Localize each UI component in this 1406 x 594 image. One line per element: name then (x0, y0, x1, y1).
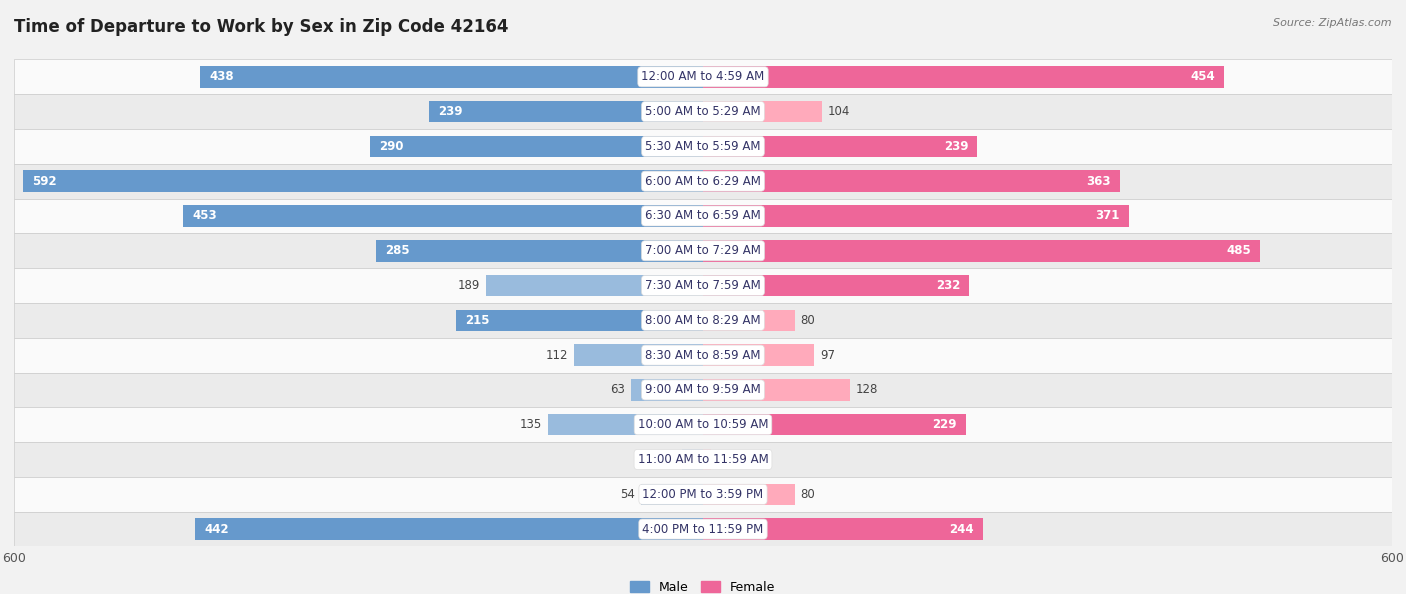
Bar (548, 414, 703, 435)
Bar (14, 129, 1392, 164)
Text: 239: 239 (437, 105, 463, 118)
Text: 5:00 AM to 5:29 AM: 5:00 AM to 5:29 AM (645, 105, 761, 118)
Text: 80: 80 (800, 314, 815, 327)
Bar (703, 170, 1119, 192)
Text: 12:00 PM to 3:59 PM: 12:00 PM to 3:59 PM (643, 488, 763, 501)
Text: 54: 54 (620, 488, 636, 501)
Bar (703, 448, 711, 470)
Bar (14, 268, 1392, 303)
Bar (14, 372, 1392, 407)
Bar (703, 205, 1129, 227)
Bar (703, 275, 969, 296)
Bar (14, 59, 1392, 94)
Text: 4:00 PM to 11:59 PM: 4:00 PM to 11:59 PM (643, 523, 763, 536)
Bar (183, 205, 703, 227)
Bar (703, 519, 983, 540)
Text: 8:30 AM to 8:59 AM: 8:30 AM to 8:59 AM (645, 349, 761, 362)
Text: 6:00 AM to 6:29 AM: 6:00 AM to 6:29 AM (645, 175, 761, 188)
Bar (703, 484, 794, 505)
Bar (14, 477, 1392, 511)
Bar (641, 484, 703, 505)
Text: 9:00 AM to 9:59 AM: 9:00 AM to 9:59 AM (645, 383, 761, 396)
Bar (14, 303, 1392, 338)
Text: 63: 63 (610, 383, 624, 396)
Bar (14, 511, 1392, 546)
Bar (375, 240, 703, 261)
Bar (703, 66, 1225, 87)
Text: 438: 438 (209, 70, 233, 83)
Text: Time of Departure to Work by Sex in Zip Code 42164: Time of Departure to Work by Sex in Zip … (14, 18, 509, 36)
Text: 18: 18 (662, 453, 676, 466)
Bar (14, 94, 1392, 129)
Text: 10:00 AM to 10:59 AM: 10:00 AM to 10:59 AM (638, 418, 768, 431)
Bar (703, 135, 977, 157)
Bar (14, 198, 1392, 233)
Bar (486, 275, 703, 296)
Text: 7:30 AM to 7:59 AM: 7:30 AM to 7:59 AM (645, 279, 761, 292)
Bar (370, 135, 703, 157)
Bar (14, 407, 1392, 442)
Bar (14, 442, 1392, 477)
Text: 454: 454 (1191, 70, 1215, 83)
Text: 128: 128 (856, 383, 879, 396)
Text: 5:30 AM to 5:59 AM: 5:30 AM to 5:59 AM (645, 140, 761, 153)
Text: 8:00 AM to 8:29 AM: 8:00 AM to 8:29 AM (645, 314, 761, 327)
Text: 592: 592 (32, 175, 58, 188)
Text: 135: 135 (520, 418, 543, 431)
Text: 285: 285 (385, 244, 409, 257)
Bar (14, 338, 1392, 372)
Bar (682, 448, 703, 470)
Text: 290: 290 (380, 140, 404, 153)
Legend: Male, Female: Male, Female (626, 576, 780, 594)
Text: 239: 239 (943, 140, 969, 153)
Bar (703, 101, 823, 122)
Bar (14, 233, 1392, 268)
Bar (195, 519, 703, 540)
Text: 97: 97 (820, 349, 835, 362)
Bar (703, 240, 1260, 261)
Bar (429, 101, 703, 122)
Text: 229: 229 (932, 418, 956, 431)
Text: 363: 363 (1085, 175, 1111, 188)
Text: 7: 7 (717, 453, 724, 466)
Text: 485: 485 (1226, 244, 1251, 257)
Bar (703, 309, 794, 331)
Text: 80: 80 (800, 488, 815, 501)
Text: 6:30 AM to 6:59 AM: 6:30 AM to 6:59 AM (645, 210, 761, 223)
Text: 232: 232 (936, 279, 960, 292)
Bar (200, 66, 703, 87)
Bar (703, 414, 966, 435)
Text: 7:00 AM to 7:29 AM: 7:00 AM to 7:29 AM (645, 244, 761, 257)
Text: 104: 104 (828, 105, 851, 118)
Text: 442: 442 (205, 523, 229, 536)
Bar (631, 379, 703, 401)
Text: 11:00 AM to 11:59 AM: 11:00 AM to 11:59 AM (638, 453, 768, 466)
Text: 189: 189 (458, 279, 481, 292)
Bar (575, 345, 703, 366)
Text: 371: 371 (1095, 210, 1119, 223)
Bar (703, 345, 814, 366)
Bar (456, 309, 703, 331)
Text: 215: 215 (465, 314, 489, 327)
Bar (24, 170, 703, 192)
Bar (703, 379, 851, 401)
Text: 453: 453 (193, 210, 217, 223)
Bar (14, 164, 1392, 198)
Text: 112: 112 (546, 349, 568, 362)
Text: 244: 244 (949, 523, 974, 536)
Text: Source: ZipAtlas.com: Source: ZipAtlas.com (1274, 18, 1392, 28)
Text: 12:00 AM to 4:59 AM: 12:00 AM to 4:59 AM (641, 70, 765, 83)
